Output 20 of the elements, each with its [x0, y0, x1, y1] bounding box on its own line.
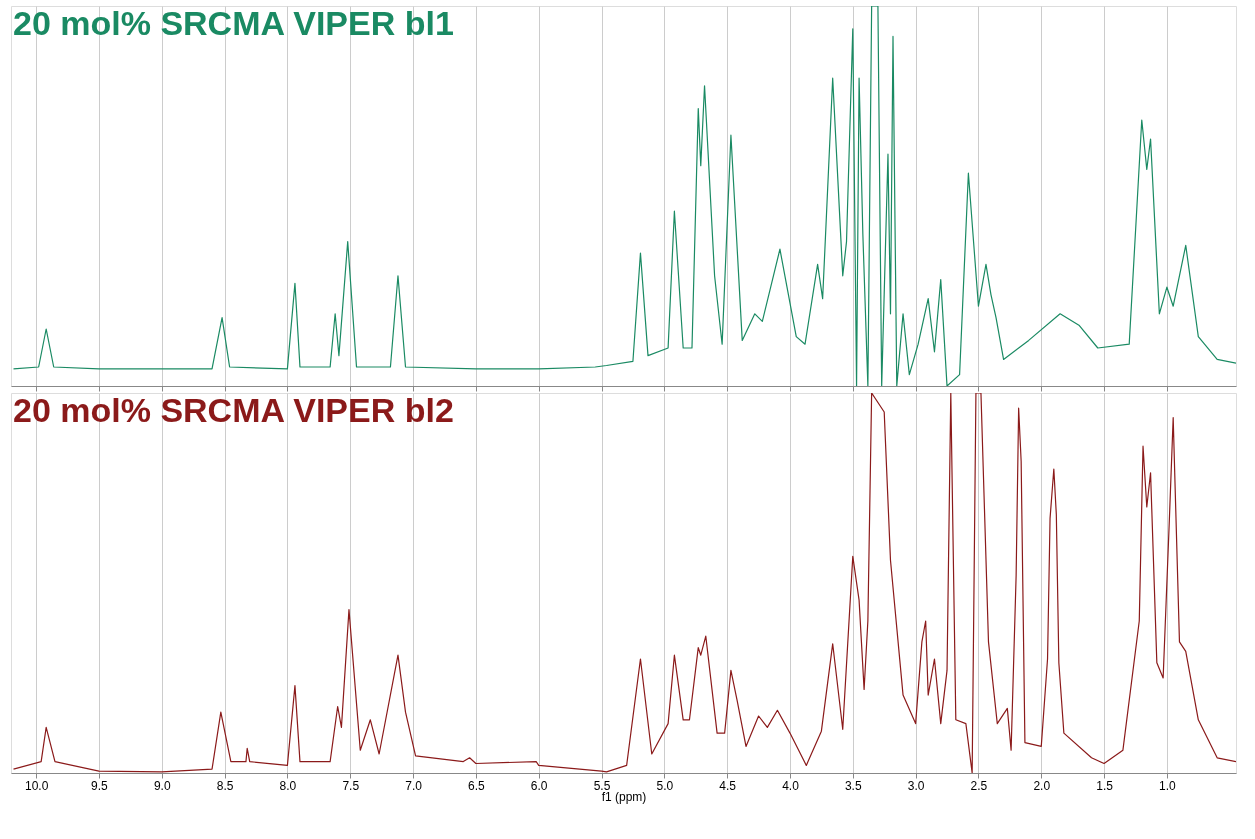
x-tick-label: 3.0 [907, 778, 925, 793]
x-tick-label: 6.0 [530, 778, 548, 793]
x-tick-label: 6.5 [468, 778, 486, 793]
x-tick-label: 5.0 [656, 778, 674, 793]
x-tick-label: 8.5 [216, 778, 234, 793]
text: 20 mol% SRCMA VIPER bl2 [13, 391, 454, 429]
x-tick-label: 1.0 [1159, 778, 1177, 793]
x-tick-label: 3.5 [844, 778, 862, 793]
x-tick-label: 9.5 [91, 778, 109, 793]
x-tick-label: 1.5 [1096, 778, 1114, 793]
x-tick-label: 10.0 [24, 778, 49, 793]
x-tick-label: 9.0 [153, 778, 171, 793]
x-tick-label: 2.0 [1033, 778, 1051, 793]
x-tick-label: 4.0 [782, 778, 800, 793]
text: 20 mol% SRCMA VIPER bl1 [13, 4, 454, 42]
x-tick-label: 8.0 [279, 778, 297, 793]
x-tick-label: 2.5 [970, 778, 988, 793]
x-tick-label: 4.5 [719, 778, 737, 793]
x-tick-label: 7.5 [342, 778, 360, 793]
x-tick-label: 7.0 [405, 778, 423, 793]
